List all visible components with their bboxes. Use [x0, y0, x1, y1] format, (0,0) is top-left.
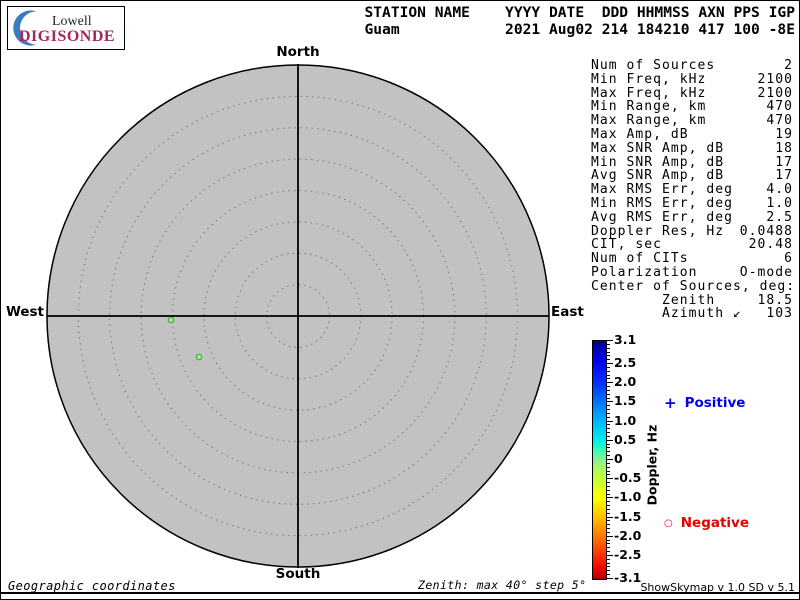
stats-row: Zenith 18.5 — [591, 292, 793, 308]
station-header: STATION NAME YYYY DATE DDD HHMMSS AXN PP… — [364, 4, 795, 38]
skymap-source-point — [167, 316, 175, 324]
stats-row: Num of Sources 2 — [591, 58, 793, 73]
stats-row: Min SNR Amp, dB 17 — [591, 154, 793, 170]
colorbar-tick-label: -0.5 — [614, 470, 642, 486]
stats-row: Min RMS Err, deg 1.0 — [591, 195, 793, 211]
stats-row: Max Range, km 470 — [591, 113, 793, 129]
compass-label-north: North — [276, 44, 320, 60]
stats-row: Max Amp, dB 19 — [591, 126, 793, 142]
colorbar-tick-label: 1.0 — [614, 412, 637, 428]
colorbar-tick-label: 0 — [614, 451, 623, 467]
plus-marker-icon: + — [664, 393, 677, 412]
stats-row: Min Range, km 470 — [591, 99, 793, 115]
doppler-colorbar — [592, 340, 607, 580]
colorbar-tick-label: 3.1 — [614, 332, 637, 348]
colorbar-tick-label: -1.5 — [614, 508, 642, 524]
colorbar-tick-label: 0.5 — [614, 431, 637, 447]
colorbar-tick-label: -3.1 — [614, 570, 642, 586]
coordinates-note: Geographic coordinates — [8, 579, 176, 593]
colorbar-tick-label: 2.0 — [614, 374, 637, 390]
lowell-digisonde-logo: Lowell DIGISONDE — [7, 6, 125, 50]
compass-label-south: South — [275, 566, 321, 582]
colorbar-axis-label: Doppler, Hz — [644, 424, 660, 506]
compass-label-west: West — [5, 304, 44, 320]
stats-row: Center of Sources, deg: — [591, 278, 796, 294]
source-points — [167, 316, 203, 361]
stats-row: CIT, sec 20.48 — [591, 237, 793, 253]
stats-row: Azimuth ↙ 103 — [591, 306, 793, 322]
zenith-range-note: Zenith: max 40° step 5° — [418, 578, 587, 592]
stats-row: Min Freq, kHz 2100 — [591, 71, 793, 87]
legend-positive: + Positive — [664, 395, 745, 411]
stats-row: Num of CITs 6 — [591, 251, 793, 267]
circle-marker-icon: ○ — [664, 517, 673, 529]
header-columns-row: STATION NAME YYYY DATE DDD HHMMSS AXN PP… — [364, 4, 795, 21]
stats-panel: Num of Sources 2 Min Freq, kHz 2100 Max Freq… — [591, 58, 796, 322]
logo-lowell-text: Lowell — [52, 14, 92, 29]
colorbar-tick-label: -2.5 — [614, 547, 642, 563]
colorbar-tick-label: 1.5 — [614, 393, 637, 409]
stats-row: Max RMS Err, deg 4.0 — [591, 182, 793, 198]
colorbar-tick-label: -2.0 — [614, 527, 642, 543]
legend-negative: ○ Negative — [664, 515, 749, 531]
skymap-source-point — [195, 353, 203, 361]
app-version-label: ShowSkymap v 1.0 SD v 5.1 — [640, 581, 795, 594]
stats-row: Max Freq, kHz 2100 — [591, 85, 793, 101]
compass-label-east: East — [551, 304, 584, 320]
stats-row: Avg RMS Err, deg 2.5 — [591, 209, 793, 225]
crescent-moon-icon — [13, 10, 37, 46]
header-values-row: Guam 2021 Aug02 214 184210 417 100 -8E — [364, 20, 795, 38]
colorbar-tick-label: 2.5 — [614, 355, 637, 371]
stats-row: Doppler Res, Hz 0.0488 — [591, 223, 793, 239]
logo-digisonde-text: DIGISONDE — [19, 28, 116, 45]
stats-row: Max SNR Amp, dB 18 — [591, 140, 793, 156]
legend-positive-label: Positive — [684, 395, 746, 411]
colorbar-tick-label: -1.0 — [614, 489, 642, 505]
footer-divider — [0, 592, 800, 594]
legend-negative-label: Negative — [680, 515, 749, 531]
stats-row: Polarization O-mode — [591, 264, 793, 280]
stats-row: Avg SNR Amp, dB 17 — [591, 168, 793, 184]
